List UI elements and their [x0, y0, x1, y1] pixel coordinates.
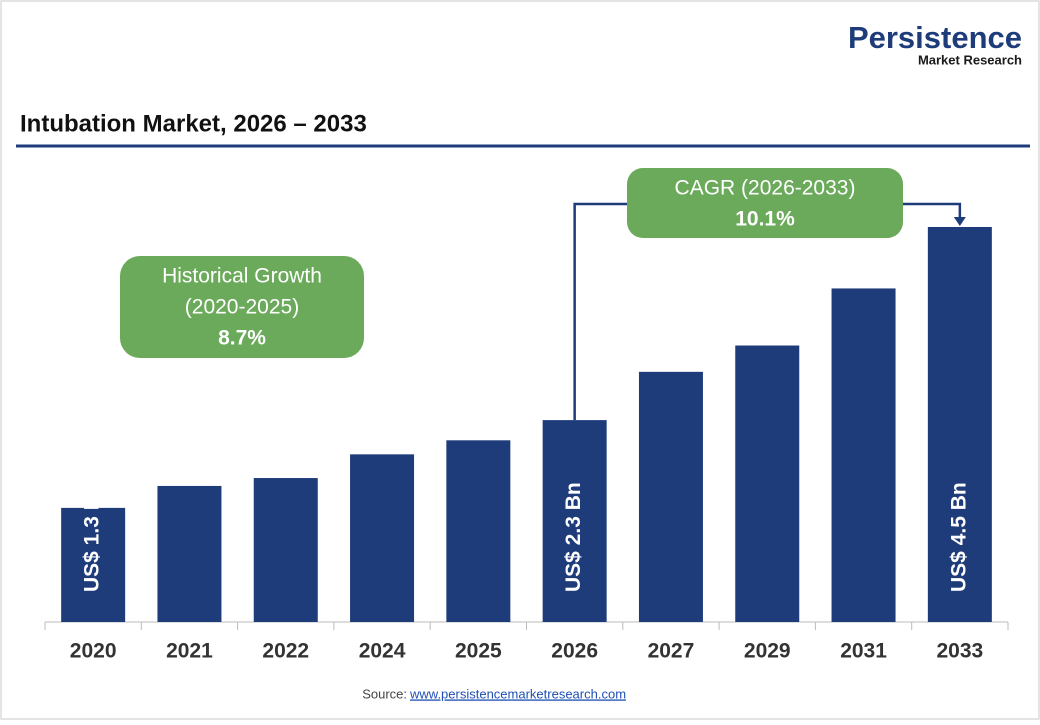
x-tick-label: 2026 — [551, 640, 598, 663]
bar — [638, 371, 703, 622]
x-tick-label: 2020 — [70, 640, 117, 663]
source-link[interactable]: www.persistencemarketresearch.com — [409, 686, 626, 701]
bar — [831, 288, 896, 622]
bar — [446, 440, 511, 622]
data-label: US$ 2.3 Bn — [562, 482, 585, 592]
x-tick-label: 2033 — [936, 640, 983, 663]
x-tick-label: 2025 — [455, 640, 502, 663]
historical-rate: 8.7% — [218, 327, 266, 350]
bar — [157, 485, 222, 622]
source-label: Source: — [362, 686, 407, 701]
chart-title: Intubation Market, 2026 – 2033 — [20, 110, 367, 137]
x-tick-label: 2024 — [359, 640, 406, 663]
bar — [253, 478, 318, 622]
cagr-box — [627, 168, 903, 238]
cagr-rate: 10.1% — [735, 208, 795, 231]
cagr-title: CAGR (2026-2033) — [675, 177, 856, 200]
x-tick-label: 2029 — [744, 640, 791, 663]
logo-name: Persistence — [848, 20, 1022, 55]
bar — [350, 454, 415, 622]
historical-period: (2020-2025) — [185, 296, 299, 319]
bar — [542, 420, 607, 622]
bar — [927, 227, 992, 622]
data-label: US$ 1.3 Bn — [81, 482, 104, 592]
x-tick-label: 2027 — [648, 640, 695, 663]
bar — [61, 507, 126, 622]
historical-title: Historical Growth — [162, 265, 322, 288]
historical-box — [120, 256, 364, 358]
data-label: US$ 4.5 Bn — [947, 482, 970, 592]
logo-tagline: Market Research — [918, 52, 1022, 67]
x-tick-label: 2021 — [166, 640, 213, 663]
bar — [735, 345, 800, 622]
connector-arrow — [953, 217, 966, 226]
x-tick-label: 2031 — [840, 640, 887, 663]
x-tick-label: 2022 — [262, 640, 309, 663]
